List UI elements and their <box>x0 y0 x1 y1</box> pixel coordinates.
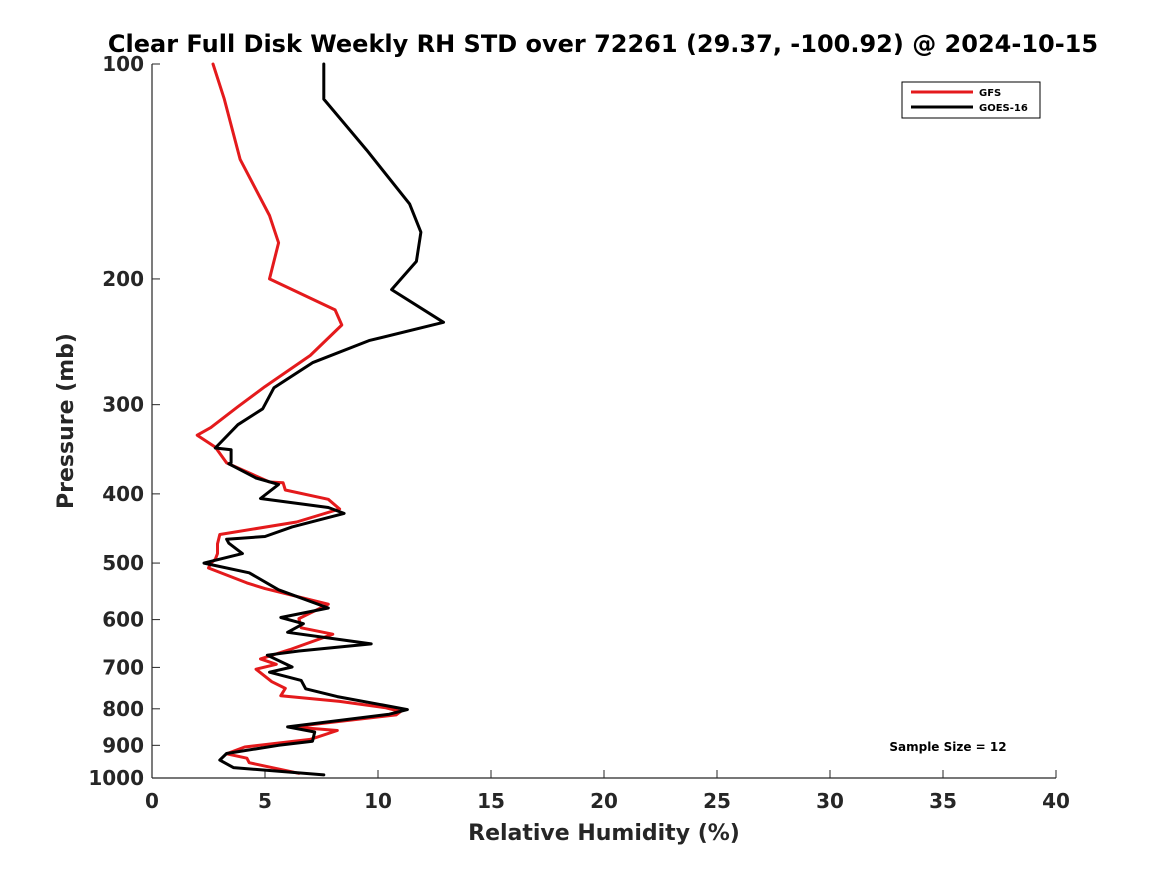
y-tick-label: 900 <box>102 733 144 757</box>
legend-label: GOES-16 <box>979 103 1028 114</box>
series-line-goes-16 <box>202 62 445 777</box>
legend-box <box>901 81 1041 119</box>
y-tick-label: 200 <box>102 267 144 291</box>
x-tick-label: 0 <box>145 789 159 813</box>
y-tick-label: 1000 <box>88 766 144 790</box>
x-tick-label: 35 <box>929 789 957 813</box>
x-tick-label: 15 <box>477 789 505 813</box>
sample-size-annotation: Sample Size = 12 <box>889 740 1006 754</box>
y-tick-label: 700 <box>102 655 144 679</box>
x-tick-label: 20 <box>590 789 618 813</box>
y-tick-label: 800 <box>102 697 144 721</box>
y-ticks: 100 200 300 400 500 600 700 800 900 1000 <box>88 52 160 790</box>
y-tick-label: 300 <box>102 393 144 417</box>
legend-items: GFS GOES-16 <box>911 88 1028 114</box>
x-ticks: 0 5 10 15 20 25 30 35 40 <box>145 770 1070 813</box>
y-tick-label: 500 <box>102 551 144 575</box>
series-layer <box>195 62 445 777</box>
legend-label: GFS <box>979 88 1001 99</box>
x-tick-label: 5 <box>258 789 272 813</box>
y-axis-label: Pressure (mb) <box>54 333 79 509</box>
legend: GFS GOES-16 <box>901 81 1041 119</box>
y-tick-label: 400 <box>102 482 144 506</box>
chart-title: Clear Full Disk Weekly RH STD over 72261… <box>108 30 1098 58</box>
x-tick-label: 25 <box>703 789 731 813</box>
y-tick-label: 600 <box>102 608 144 632</box>
x-tick-label: 10 <box>364 789 392 813</box>
y-tick-label: 100 <box>102 52 144 76</box>
x-tick-label: 30 <box>816 789 844 813</box>
x-tick-label: 40 <box>1042 789 1070 813</box>
x-axis-label: Relative Humidity (%) <box>468 821 740 846</box>
